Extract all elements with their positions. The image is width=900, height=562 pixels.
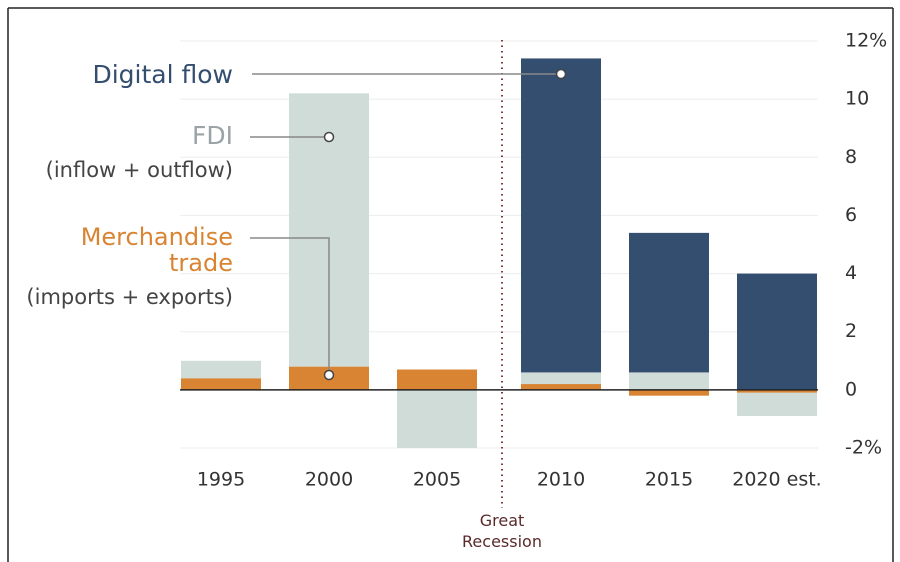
x-tick-label: 1995	[197, 469, 245, 491]
x-tick-label: 2005	[413, 469, 461, 491]
recession-label: Great Recession	[462, 511, 542, 551]
y-tick-label: 0	[845, 378, 857, 400]
y-tick-label: 4	[845, 262, 857, 284]
y-tick-label: 10	[845, 88, 869, 110]
bar-segment	[629, 389, 709, 396]
bar-segment	[737, 392, 817, 417]
bar-segment	[737, 273, 817, 390]
y-tick-label: 12%	[845, 30, 887, 52]
bar-segment	[521, 372, 601, 385]
bar-segment	[629, 232, 709, 373]
legend-label: Merchandise trade	[80, 223, 233, 278]
bar-segment	[521, 384, 601, 390]
y-tick-label: 2	[845, 320, 857, 342]
x-tick-label: 2000	[305, 469, 353, 491]
y-tick-label: 6	[845, 204, 857, 226]
legend-label: FDI	[191, 121, 233, 150]
bar-segment	[629, 372, 709, 390]
x-tick-label: 2010	[537, 469, 585, 491]
leader-dot	[323, 369, 335, 381]
bar-segment	[521, 58, 601, 373]
legend-label: Digital flow	[92, 60, 233, 89]
x-tick-label: 2015	[645, 469, 693, 491]
x-tick-label: 2020 est.	[732, 469, 821, 491]
leader-dot	[323, 131, 335, 143]
bar-segment	[397, 369, 477, 390]
bar-segment	[181, 378, 261, 390]
y-tick-label: 8	[845, 146, 857, 168]
legend-note: (inflow + outflow)	[45, 158, 233, 182]
legend-note: (imports + exports)	[26, 285, 233, 309]
y-tick-label: -2%	[845, 437, 882, 459]
bar-segment	[737, 389, 817, 393]
leader-dot	[555, 68, 567, 80]
bar-segment	[397, 389, 477, 448]
leader-line	[250, 237, 330, 375]
bar-segment	[181, 360, 261, 379]
